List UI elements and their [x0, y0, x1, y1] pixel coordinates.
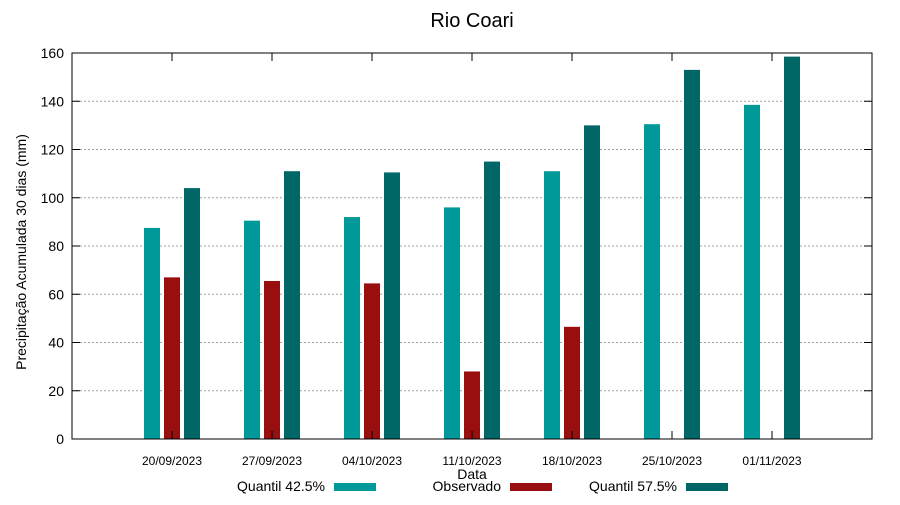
bar-quantil-57-5-4 [484, 161, 500, 439]
legend: Quantil 42.5% Observado Quantil 57.5% [237, 478, 728, 494]
bar-quantil-57-5-1 [184, 188, 200, 439]
axis-ticks: 0 20 40 60 80 100 120 140 160 20/09/2023 27/09/202… [41, 45, 872, 468]
bar-quantil-57-5-5 [584, 125, 600, 439]
y-tick-label: 20 [48, 383, 64, 399]
y-tick-label: 80 [48, 238, 64, 254]
y-tick-label: 60 [48, 286, 64, 302]
bar-quantil-57-5-6 [684, 69, 700, 439]
x-axis-label: Data [457, 466, 487, 482]
x-tick-label: 01/11/2023 [742, 454, 801, 468]
x-tick-label: 27/09/2023 [242, 454, 302, 468]
y-tick-label: 0 [56, 431, 64, 447]
legend-label-quantil-42-5: Quantil 42.5% [237, 478, 325, 494]
bar-observado-5 [564, 326, 580, 439]
bar-quantil-42-5-7 [744, 104, 760, 440]
bar-quantil-57-5-7 [784, 56, 800, 440]
bar-quantil-42-5-4 [444, 207, 460, 439]
x-tick-label: 04/10/2023 [342, 454, 402, 468]
legend-swatch-observado [510, 483, 552, 491]
bar-quantil-57-5-2 [284, 171, 300, 439]
y-tick-label: 160 [41, 45, 65, 61]
legend-swatch-quantil-57-5 [686, 483, 728, 491]
y-tick-label: 140 [41, 93, 65, 109]
y-tick-label: 40 [48, 335, 64, 351]
y-tick-label: 100 [41, 190, 65, 206]
bar-observado-2 [264, 280, 280, 439]
bar-quantil-57-5-3 [384, 172, 400, 439]
bar-observado-1 [164, 277, 180, 439]
legend-label-quantil-57-5: Quantil 57.5% [589, 478, 677, 494]
bar-observado-4 [464, 371, 480, 439]
x-tick-label: 11/10/2023 [442, 454, 501, 468]
legend-label-observado: Observado [433, 478, 502, 494]
legend-swatch-quantil-42-5 [334, 483, 376, 491]
bar-quantil-42-5-3 [344, 217, 360, 439]
bar-quantil-42-5-6 [644, 124, 660, 439]
y-axis-label: Precipitação Acumulada 30 dias (mm) [13, 134, 29, 370]
bar-observado-3 [364, 283, 380, 439]
x-tick-label: 20/09/2023 [142, 454, 202, 468]
bar-quantil-42-5-5 [544, 171, 560, 439]
bar-quantil-42-5-2 [244, 220, 260, 439]
bar-quantil-42-5-1 [144, 227, 160, 439]
x-tick-label: 25/10/2023 [642, 454, 702, 468]
chart-title: Rio Coari [430, 10, 513, 32]
x-tick-label: 18/10/2023 [542, 454, 602, 468]
y-tick-label: 120 [41, 142, 65, 158]
bars [144, 56, 800, 440]
